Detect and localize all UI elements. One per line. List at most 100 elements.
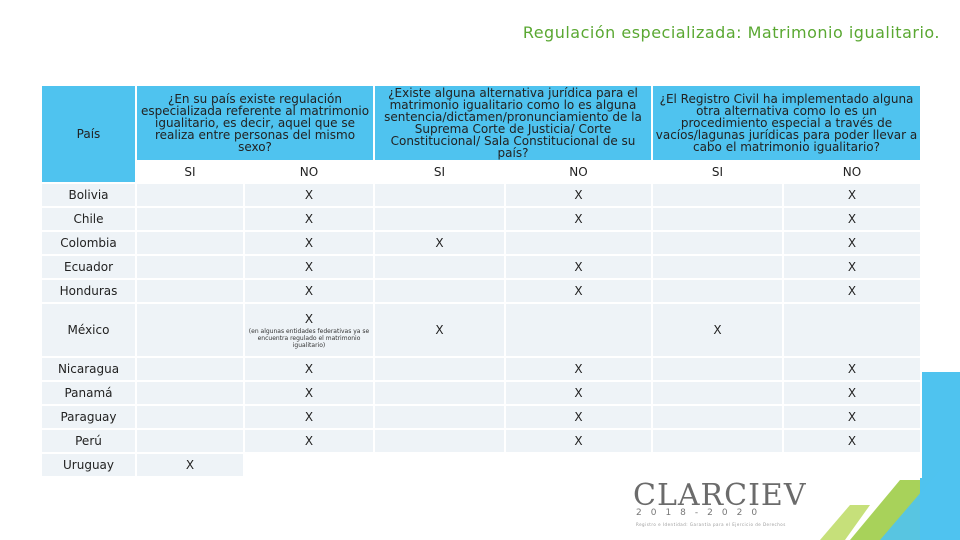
slide-title: Regulación especializada: Matrimonio igu… [522,23,940,42]
answer-mark: X [847,410,857,424]
answer-cell: X [373,230,506,256]
answer-cell [651,182,784,208]
table-row: Chile X X X [40,206,922,232]
answer-cell: X [243,254,375,280]
answer-cell [135,302,245,358]
answer-mark: X [304,212,314,226]
subheader-si: SI [373,160,506,184]
answer-cell [373,356,506,382]
answer-cell: X [504,356,653,382]
answer-mark: X [847,284,857,298]
answer-cell: X [243,428,375,454]
answer-cell [135,206,245,232]
answer-cell: X [504,428,653,454]
answer-cell [651,230,784,256]
answer-cell: X [243,380,375,406]
answer-mark: X [847,212,857,226]
answer-cell [782,302,922,358]
answer-cell: X (en algunas entidades federativas ya se… [243,302,375,358]
answer-cell [135,278,245,304]
table-row: Panamá X X X [40,380,922,406]
answer-cell: X [504,278,653,304]
answer-cell [373,278,506,304]
answer-mark: X [574,188,583,202]
answer-cell: X [504,182,653,208]
answer-mark: X [304,410,314,424]
answer-mark: X [574,284,583,298]
table-row: Perú X X X [40,428,922,454]
answer-mark: X [847,386,857,400]
country-cell: Panamá [40,380,137,406]
answer-mark: X [847,260,857,274]
answer-cell [651,356,784,382]
header-question-2: ¿Existe alguna alternativa jurídica para… [373,84,653,162]
answer-mark: X [304,434,314,448]
answer-cell [651,278,784,304]
header-country: País [40,84,137,184]
table-row: Uruguay X [40,452,922,478]
country-cell: Bolivia [40,182,137,208]
answer-cell: X [243,182,375,208]
regulation-table: País ¿En su país existe regulación espec… [40,84,922,478]
answer-cell [651,452,784,478]
country-cell: Colombia [40,230,137,256]
subheader-si: SI [651,160,784,184]
answer-cell [243,452,375,478]
answer-mark: X [574,362,583,376]
answer-cell [135,182,245,208]
table-row: Honduras X X X [40,278,922,304]
answer-cell: X [782,206,922,232]
answer-cell: X [243,206,375,232]
answer-mark: X [304,284,314,298]
answer-cell: X [243,356,375,382]
answer-cell: X [504,206,653,232]
answer-cell [651,380,784,406]
table-row: México X (en algunas entidades federativas… [40,302,922,358]
answer-cell [504,302,653,358]
answer-mark: X [574,434,583,448]
answer-mark: X [304,236,314,250]
answer-mark: X [847,188,857,202]
answer-mark: X [574,410,583,424]
answer-mark: X [713,323,722,337]
country-cell: México [40,302,137,358]
logo-subtitle: Registro e Identidad: Garantía para el E… [636,522,786,527]
country-cell: Ecuador [40,254,137,280]
answer-cell [651,404,784,430]
answer-mark: X [435,236,444,250]
answer-mark: X [574,386,583,400]
answer-mark: X [574,212,583,226]
answer-cell: X [782,254,922,280]
answer-cell [135,254,245,280]
answer-cell [373,206,506,232]
clarciev-logo: CLARCIEV [633,478,807,513]
answer-cell [135,356,245,382]
table-row: Bolivia X X X [40,182,922,208]
answer-mark: X [304,362,314,376]
table-row: Ecuador X X X [40,254,922,280]
answer-mark: X [574,260,583,274]
header-question-3: ¿El Registro Civil ha implementado algun… [651,84,922,162]
answer-cell [373,254,506,280]
answer-mark: X [847,434,857,448]
answer-cell [651,254,784,280]
answer-cell: X [782,428,922,454]
subheader-si: SI [135,160,245,184]
answer-cell [782,452,922,478]
answer-cell [135,404,245,430]
table-row: Nicaragua X X X [40,356,922,382]
header-question-1: ¿En su país existe regulación especializ… [135,84,375,162]
subheader-no: NO [243,160,375,184]
answer-cell: X [135,452,245,478]
answer-cell: X [782,230,922,256]
answer-mark: X [304,188,314,202]
answer-cell: X [243,404,375,430]
answer-cell [651,206,784,232]
country-cell: Perú [40,428,137,454]
answer-mark: X [304,260,314,274]
answer-cell [135,380,245,406]
answer-note: (en algunas entidades federativas ya se … [248,327,370,349]
country-cell: Paraguay [40,404,137,430]
answer-cell [373,182,506,208]
